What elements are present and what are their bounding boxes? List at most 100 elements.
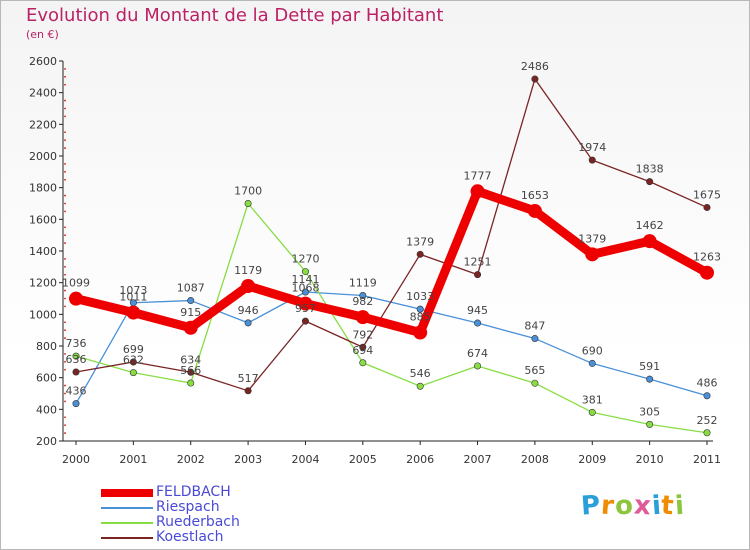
data-label-riespach: 1073 — [119, 284, 147, 297]
data-point-feldbach — [470, 184, 485, 199]
data-label-koestlach: 1251 — [464, 256, 492, 269]
data-point-riespach — [187, 297, 195, 305]
legend-item-ruederbach: Ruederbach — [101, 515, 301, 530]
data-point-riespach — [703, 392, 711, 400]
data-label-koestlach: 1379 — [406, 235, 434, 248]
data-point-koestlach — [588, 156, 596, 164]
data-point-feldbach — [241, 278, 256, 293]
data-label-riespach: 946 — [238, 304, 259, 317]
y-minor-tick — [64, 353, 66, 355]
data-point-ruederbach — [416, 382, 424, 390]
y-minor-tick — [64, 289, 66, 292]
data-label-ruederbach: 736 — [66, 337, 87, 350]
y-minor-tick — [64, 400, 66, 403]
data-point-ruederbach — [301, 268, 309, 276]
data-label-feldbach: 915 — [180, 306, 201, 319]
y-tick-label: 600 — [36, 372, 57, 385]
series-line-riespach — [75, 291, 708, 405]
data-point-riespach — [531, 335, 539, 343]
data-label-feldbach: 1777 — [464, 169, 492, 182]
data-label-feldbach: 1099 — [62, 277, 90, 290]
y-minor-tick — [64, 242, 66, 244]
data-point-koestlach — [474, 271, 482, 279]
y-minor-tick — [64, 147, 66, 149]
y-minor-tick — [64, 83, 66, 86]
data-label-ruederbach: 252 — [697, 414, 718, 427]
x-tick-label: 2007 — [464, 453, 492, 466]
y-minor-tick — [64, 432, 66, 434]
y-minor-tick — [64, 226, 66, 229]
y-minor-tick — [64, 234, 66, 237]
data-point-ruederbach — [129, 369, 137, 377]
chart-title: Evolution du Montant de la Dette par Hab… — [26, 5, 444, 26]
y-tick-label: 1600 — [29, 213, 57, 226]
data-point-riespach — [72, 400, 80, 408]
data-point-feldbach — [355, 310, 370, 325]
data-label-koestlach: 1974 — [578, 141, 606, 154]
data-point-ruederbach — [474, 362, 482, 370]
y-minor-tick — [64, 360, 66, 363]
x-tick-label: 2005 — [349, 453, 377, 466]
data-point-ruederbach — [646, 420, 654, 428]
y-minor-tick — [64, 194, 66, 197]
data-point-riespach — [474, 319, 482, 327]
y-tick-label: 2000 — [29, 150, 57, 163]
y-minor-tick — [64, 75, 66, 78]
legend-item-koestlach: Koestlach — [101, 530, 301, 545]
legend-label: Ruederbach — [156, 514, 240, 530]
data-label-koestlach: 957 — [295, 302, 316, 315]
data-point-riespach — [244, 319, 252, 327]
legend-item-feldbach: FELDBACH — [101, 485, 301, 500]
chart-unit-label: (en €) — [26, 28, 59, 41]
data-point-ruederbach — [531, 379, 539, 387]
data-label-koestlach: 1838 — [636, 163, 664, 176]
data-point-koestlach — [187, 368, 195, 376]
data-label-riespach: 847 — [524, 320, 545, 333]
x-tick-label: 2004 — [291, 453, 319, 466]
data-point-koestlach — [531, 75, 539, 83]
y-minor-tick — [64, 115, 66, 118]
y-tick-label: 2600 — [29, 55, 57, 68]
x-tick-label: 2002 — [177, 453, 205, 466]
y-minor-tick — [64, 210, 66, 213]
data-label-ruederbach: 566 — [180, 364, 201, 377]
x-tick-label: 2008 — [521, 453, 549, 466]
data-label-koestlach: 699 — [123, 343, 144, 356]
data-label-ruederbach: 546 — [410, 367, 431, 380]
data-point-ruederbach — [359, 359, 367, 367]
y-minor-tick — [64, 131, 66, 134]
data-label-koestlach: 792 — [352, 328, 373, 341]
y-minor-tick — [64, 329, 66, 332]
y-minor-tick — [64, 178, 66, 181]
y-minor-tick — [64, 68, 66, 70]
legend-swatch — [101, 507, 153, 509]
y-tick-label: 2400 — [29, 87, 57, 100]
data-point-feldbach — [126, 305, 141, 320]
data-point-ruederbach — [703, 429, 711, 437]
x-tick-label: 2001 — [119, 453, 147, 466]
data-label-ruederbach: 632 — [123, 354, 144, 367]
data-point-koestlach — [129, 358, 137, 366]
data-label-feldbach: 885 — [410, 311, 431, 324]
y-minor-tick — [64, 202, 66, 205]
data-label-feldbach: 1462 — [636, 219, 664, 232]
data-point-riespach — [416, 305, 424, 313]
series-line-ruederbach — [75, 202, 708, 434]
data-label-riespach: 591 — [639, 360, 660, 373]
chart-legend: FELDBACH Riespach Ruederbach Koestlach — [101, 485, 301, 545]
data-point-feldbach — [585, 247, 600, 262]
x-tick-label: 2003 — [234, 453, 262, 466]
data-point-feldbach — [700, 265, 714, 280]
data-label-feldbach: 1379 — [578, 232, 606, 245]
data-point-riespach — [646, 375, 654, 383]
data-point-ruederbach — [244, 200, 252, 208]
data-point-koestlach — [244, 387, 252, 395]
data-label-feldbach: 1263 — [693, 251, 721, 264]
data-label-ruederbach: 694 — [352, 344, 373, 357]
data-point-koestlach — [72, 368, 80, 376]
data-label-riespach: 436 — [66, 385, 87, 398]
y-minor-tick — [64, 163, 66, 165]
legend-swatch — [101, 489, 153, 497]
data-label-feldbach: 1068 — [291, 282, 319, 295]
